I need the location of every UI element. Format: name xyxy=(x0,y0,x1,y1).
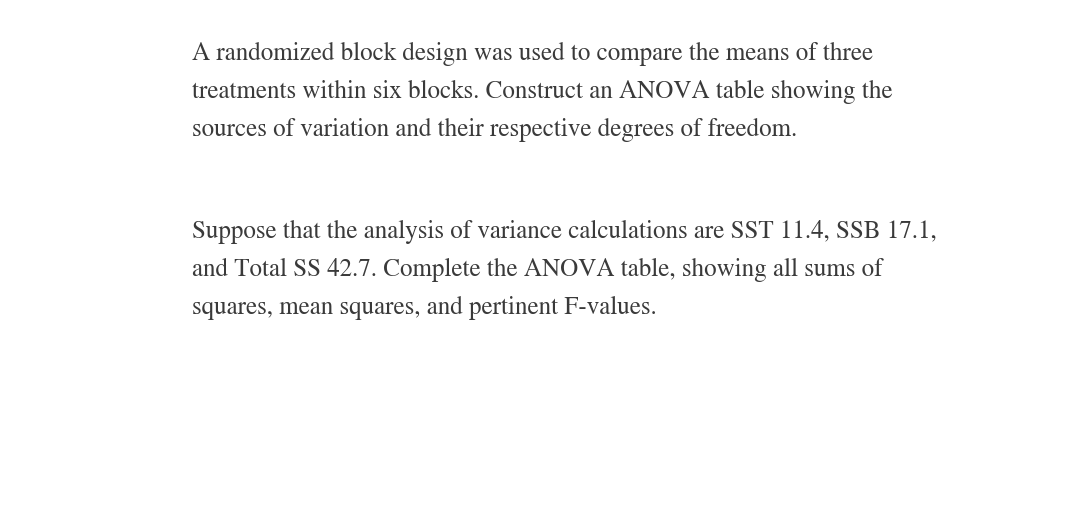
Text: sources of variation and their respective degrees of freedom.: sources of variation and their respectiv… xyxy=(192,118,797,142)
Text: Suppose that the analysis of variance calculations are SST 11.4, SSB 17.1,: Suppose that the analysis of variance ca… xyxy=(192,220,936,244)
Text: squares, mean squares, and pertinent F-values.: squares, mean squares, and pertinent F-v… xyxy=(192,296,657,320)
Text: and Total SS 42.7. Complete the ANOVA table, showing all sums of: and Total SS 42.7. Complete the ANOVA ta… xyxy=(192,258,882,282)
Text: treatments within six blocks. Construct an ANOVA table showing the: treatments within six blocks. Construct … xyxy=(192,80,893,104)
Text: A randomized block design was used to compare the means of three: A randomized block design was used to co… xyxy=(192,42,873,66)
